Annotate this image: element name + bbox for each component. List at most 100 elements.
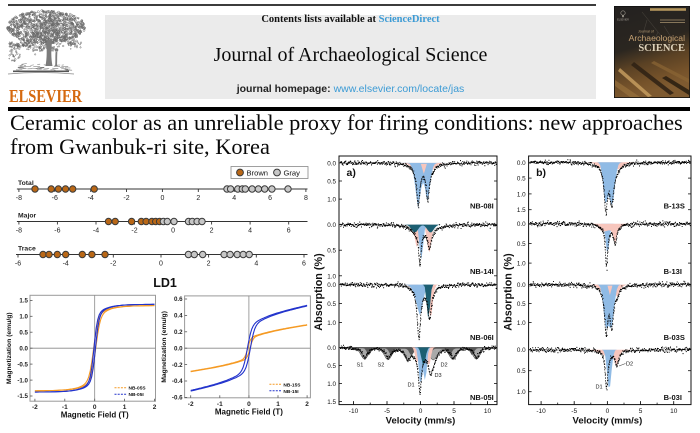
svg-text:-0.4: -0.4 — [172, 378, 183, 385]
svg-text:-0.5: -0.5 — [17, 361, 28, 368]
svg-text:Major: Major — [18, 213, 36, 220]
svg-text:0.5: 0.5 — [327, 301, 336, 308]
svg-text:0: 0 — [160, 195, 164, 202]
svg-text:-6: -6 — [15, 261, 21, 268]
svg-text:NB-05S: NB-05S — [129, 386, 147, 392]
svg-text:Gray: Gray — [284, 169, 301, 178]
svg-text:2: 2 — [210, 228, 214, 235]
svg-text:-2: -2 — [123, 195, 129, 202]
svg-text:-2: -2 — [110, 261, 116, 268]
svg-text:Magnetic Field (T): Magnetic Field (T) — [61, 411, 129, 420]
svg-text:SCIENCE: SCIENCE — [638, 43, 685, 54]
svg-text:Trace: Trace — [18, 246, 36, 253]
svg-text:8: 8 — [304, 195, 308, 202]
svg-text:D2: D2 — [441, 363, 448, 369]
svg-text:0.0: 0.0 — [327, 282, 336, 289]
svg-text:1.0: 1.0 — [517, 191, 526, 198]
svg-text:0.0: 0.0 — [174, 345, 183, 352]
svg-text:6: 6 — [268, 195, 272, 202]
svg-text:B-13S: B-13S — [664, 201, 685, 210]
svg-text:NB-14I: NB-14I — [470, 267, 494, 276]
svg-text:4: 4 — [248, 228, 252, 235]
svg-text:0.0: 0.0 — [327, 160, 336, 167]
svg-text:-0.2: -0.2 — [172, 362, 183, 369]
svg-text:2: 2 — [196, 195, 200, 202]
svg-text:D3: D3 — [435, 373, 442, 379]
svg-text:6: 6 — [302, 261, 306, 268]
svg-text:0: 0 — [247, 401, 251, 408]
svg-text:0.2: 0.2 — [174, 329, 183, 336]
svg-text:0: 0 — [159, 261, 163, 268]
svg-text:0.5: 0.5 — [327, 248, 336, 255]
svg-text:0.0: 0.0 — [517, 221, 526, 228]
svg-text:-10: -10 — [349, 408, 359, 415]
svg-text:a): a) — [347, 167, 356, 179]
svg-text:1.0: 1.0 — [327, 273, 336, 280]
svg-text:-4: -4 — [88, 195, 94, 202]
svg-text:-6: -6 — [54, 228, 60, 235]
svg-text:1: 1 — [123, 404, 127, 411]
svg-text:10: 10 — [670, 408, 678, 415]
svg-text:0.0: 0.0 — [517, 347, 526, 354]
svg-text:S1: S1 — [357, 363, 364, 369]
svg-text:-5: -5 — [571, 408, 577, 415]
svg-text:B-03I: B-03I — [664, 393, 682, 402]
svg-text:1: 1 — [276, 401, 280, 408]
svg-text:NB-05I: NB-05I — [470, 393, 494, 402]
svg-text:0.5: 0.5 — [517, 176, 526, 183]
svg-text:1.5: 1.5 — [517, 207, 526, 214]
svg-text:5: 5 — [639, 408, 643, 415]
svg-text:0.0: 0.0 — [327, 222, 336, 229]
svg-text:-5: -5 — [384, 408, 390, 415]
svg-text:4: 4 — [232, 195, 236, 202]
svg-text:0.6: 0.6 — [174, 296, 183, 303]
svg-text:2: 2 — [153, 404, 157, 411]
svg-text:1.0: 1.0 — [517, 261, 526, 268]
svg-text:0.4: 0.4 — [174, 313, 183, 320]
svg-text:D1: D1 — [596, 385, 603, 391]
svg-text:Magnetic Field (T): Magnetic Field (T) — [215, 407, 283, 416]
svg-text:-0.6: -0.6 — [172, 395, 183, 402]
svg-text:D1: D1 — [408, 383, 415, 389]
svg-text:6: 6 — [287, 228, 291, 235]
svg-text:0.0: 0.0 — [517, 160, 526, 167]
svg-text:1.0: 1.0 — [327, 320, 336, 327]
svg-text:0.5: 0.5 — [327, 179, 336, 186]
svg-text:-1.0: -1.0 — [17, 377, 28, 384]
svg-text:1.5: 1.5 — [19, 298, 28, 305]
svg-text:2: 2 — [305, 401, 309, 408]
svg-text:Archaeological: Archaeological — [629, 33, 685, 43]
svg-text:-2: -2 — [32, 404, 38, 411]
svg-text:0: 0 — [171, 228, 175, 235]
svg-text:0.5: 0.5 — [517, 241, 526, 248]
svg-text:-6: -6 — [52, 195, 58, 202]
svg-text:1.0: 1.0 — [19, 314, 28, 321]
svg-text:-8: -8 — [16, 228, 22, 235]
svg-text:Magnetization (emu/g): Magnetization (emu/g) — [161, 311, 168, 383]
svg-text:0.5: 0.5 — [19, 329, 28, 336]
svg-text:1.0: 1.0 — [517, 320, 526, 327]
svg-text:ELSEVIER: ELSEVIER — [617, 19, 629, 22]
svg-text:1.5: 1.5 — [327, 399, 336, 406]
svg-text:LD1: LD1 — [153, 276, 177, 290]
svg-text:B-13I: B-13I — [664, 267, 682, 276]
svg-text:0.5: 0.5 — [517, 368, 526, 375]
svg-text:NB-15S: NB-15S — [283, 382, 301, 388]
svg-text:Velocity (mm/s): Velocity (mm/s) — [573, 416, 643, 427]
svg-text:NB-05I: NB-05I — [129, 392, 145, 398]
svg-text:Absorption (%): Absorption (%) — [313, 253, 325, 331]
svg-text:1.0: 1.0 — [327, 381, 336, 388]
svg-text:1.0: 1.0 — [327, 197, 336, 204]
svg-text:Brown: Brown — [247, 169, 269, 178]
svg-text:NB-06I: NB-06I — [470, 333, 494, 342]
svg-text:4: 4 — [254, 261, 258, 268]
svg-text:0.5: 0.5 — [327, 363, 336, 370]
svg-text:0.5: 0.5 — [517, 301, 526, 308]
svg-text:1.0: 1.0 — [517, 389, 526, 396]
svg-text:Total: Total — [18, 180, 34, 187]
svg-text:-1.5: -1.5 — [17, 393, 28, 400]
svg-text:-2: -2 — [131, 228, 137, 235]
svg-text:-8: -8 — [16, 195, 22, 202]
svg-text:-2: -2 — [188, 401, 194, 408]
svg-text:NB-08I: NB-08I — [470, 201, 494, 210]
